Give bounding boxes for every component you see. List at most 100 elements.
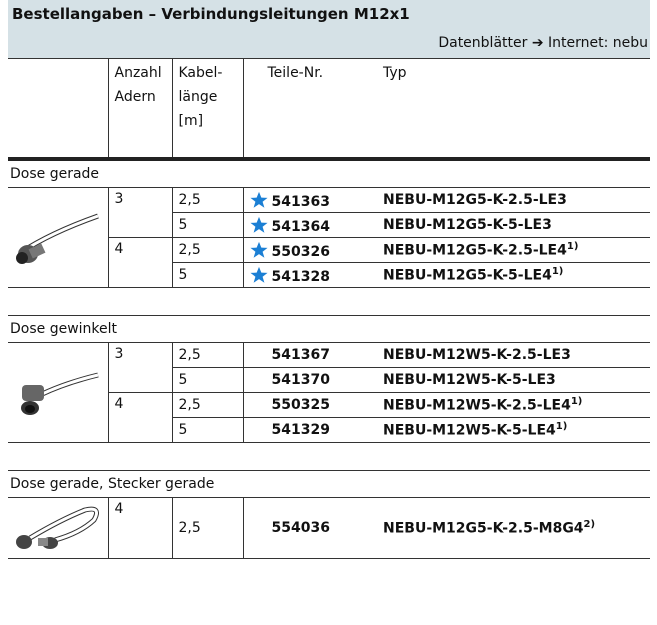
star-icon [249,241,268,258]
star [249,266,268,283]
typ: NEBU-M12G5-K-2.5-LE4 [383,242,567,259]
product-image-cell [8,497,108,559]
column-header-line: Adern [114,89,156,105]
typ-cell: NEBU-M12G5-K-2.5-LE41) [375,237,650,263]
product-image-shape [16,216,98,264]
column-header-line: Typ [383,65,407,81]
adern-cell: 4 [107,497,172,559]
footnote: 1) [551,266,564,278]
teile-nr: 550326 [271,243,330,260]
title: Bestellangaben – Verbindungsleitungen M1… [12,5,410,23]
teile-nr-cell: 550325 [242,392,375,418]
typ-cell: NEBU-M12W5-K-5-LE3 [375,367,650,393]
star [249,191,268,208]
star-icon [249,191,268,208]
column-header: Anzahl Adern [107,59,172,161]
typ-cell: NEBU-M12G5-K-5-LE41) [375,262,650,288]
typ: NEBU-M12G5-K-2.5-M8G4 [383,520,584,537]
adern-cell: 4 [107,392,172,443]
section-title: Dose gerade [8,159,650,188]
column-header-line: Anzahl [114,65,162,81]
teile-nr: 554036 [271,520,330,536]
teile-nr: 550325 [271,397,330,413]
product-image [10,498,106,554]
teile-nr-cell: 550326 [242,237,375,263]
typ: NEBU-M12G5-K-5-LE3 [383,217,552,233]
column-header-line: Kabel- [178,65,223,81]
column-header-line: [m] [178,113,204,129]
teile-nr: 541367 [271,347,330,363]
adern-cell: 3 [107,342,172,393]
teile-nr-cell: 541363 [242,187,375,213]
data-row: 3 2,5 541367 NEBU-M12W5-K-2.5-LE3 [8,342,650,443]
laenge-cell: 2,5 [171,342,243,368]
product-image-cell [8,342,108,443]
laenge-cell: 5 [171,262,243,288]
column-header: Typ [375,59,650,161]
spacer [8,287,650,316]
adern-cell: 3 [107,187,172,238]
typ-cell: NEBU-M12G5-K-2.5-LE3 [375,187,650,213]
product-image [10,363,106,419]
star-icon [249,216,268,233]
typ: NEBU-M12W5-K-5-LE4 [383,422,556,439]
typ: NEBU-M12W5-K-5-LE3 [383,372,556,388]
note: Datenblätter ➔ Internet: nebu [438,35,648,51]
product-image-cell [8,187,108,288]
teile-nr-cell: 541367 [242,342,375,368]
data-row: 3 2,5 541363 NEBU-M12G5-K-2.5-LE3 [8,187,650,288]
footnote: 1) [570,396,583,408]
footnote: 2) [583,519,596,531]
typ-cell: NEBU-M12W5-K-2.5-LE41) [375,392,650,418]
teile-nr: 541363 [271,193,330,210]
star-icon [249,266,268,283]
typ: NEBU-M12W5-K-2.5-LE3 [383,347,571,363]
adern-cell: 4 [107,237,172,288]
column-header-line: länge [178,89,218,105]
section-row: Dose gewinkelt [8,315,650,343]
column-header: Teile-Nr. [242,59,375,161]
data-row: 4 2,5 554036 NEBU-M12G5-K-2.5-M8G42) [8,497,650,559]
typ-cell: NEBU-M12G5-K-2.5-M8G42) [375,497,650,559]
product-image-shape [21,375,98,415]
teile-nr: 541329 [271,422,330,438]
data-row: 5 541370 NEBU-M12W5-K-5-LE3 [8,367,650,393]
teile-nr-cell: 541364 [242,212,375,238]
teile-nr-cell: 541329 [242,417,375,443]
laenge-cell: 2,5 [171,497,243,559]
laenge-cell: 2,5 [171,187,243,213]
footnote: 1) [566,241,579,253]
typ-cell: NEBU-M12G5-K-5-LE3 [375,212,650,238]
data-row: 5 541328 NEBU-M12G5-K-5-LE41) [8,262,650,288]
data-row: 5 541364 NEBU-M12G5-K-5-LE3 [8,212,650,238]
laenge-cell: 5 [171,367,243,393]
section-title: Dose gerade, Stecker gerade [8,470,650,498]
section-title: Dose gewinkelt [8,315,650,343]
laenge-cell: 2,5 [171,392,243,418]
star [249,216,268,233]
section-row: Dose gerade [8,159,650,188]
order-table: Anzahl Adern Kabel-länge [m] Teile-Nr. Typ Dos… [8,59,650,559]
header: Bestellangaben – Verbindungsleitungen M1… [8,0,650,59]
footnote: 1) [555,421,568,433]
teile-nr-cell: 554036 [242,497,375,559]
teile-nr-cell: 541328 [242,262,375,288]
spacer-row [8,442,650,471]
typ: NEBU-M12G5-K-2.5-LE3 [383,192,567,208]
section-row: Dose gerade, Stecker gerade [8,470,650,498]
spacer-row [8,287,650,316]
teile-nr: 541364 [271,218,330,235]
teile-nr: 541328 [271,268,330,285]
data-row: 4 2,5 550325 NEBU-M12W5-K-2.5-LE41) [8,392,650,443]
product-image [10,208,106,264]
typ: NEBU-M12G5-K-5-LE4 [383,267,552,284]
blank-cell [8,59,108,161]
datasheet: Bestellangaben – Verbindungsleitungen M1… [8,0,650,559]
laenge-cell: 5 [171,212,243,238]
product-image-shape [16,509,97,549]
laenge-cell: 5 [171,417,243,443]
laenge-cell: 2,5 [171,237,243,263]
teile-nr: 541370 [271,372,330,388]
teile-nr-cell: 541370 [242,367,375,393]
